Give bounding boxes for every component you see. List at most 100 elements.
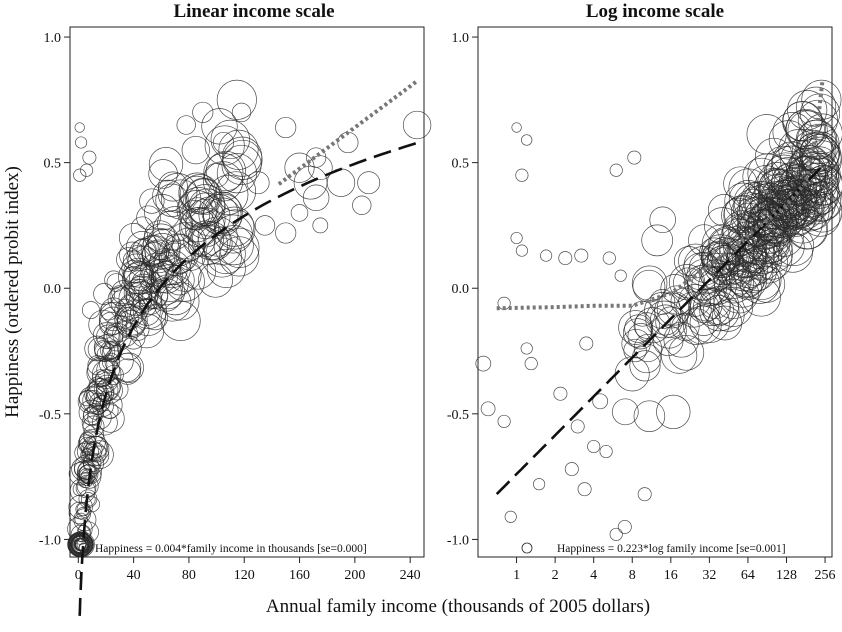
data-point xyxy=(656,291,692,326)
data-point xyxy=(782,203,823,244)
data-point xyxy=(802,165,842,206)
data-point xyxy=(132,293,157,318)
data-point xyxy=(178,172,216,210)
data-point xyxy=(699,291,740,332)
data-point xyxy=(78,489,98,509)
data-point xyxy=(609,163,623,177)
data-point xyxy=(747,243,789,284)
data-point xyxy=(80,163,94,177)
data-point xyxy=(218,129,259,170)
data-point xyxy=(198,262,233,298)
data-point xyxy=(765,196,807,237)
data-point xyxy=(733,188,774,229)
data-point xyxy=(352,195,372,215)
data-point xyxy=(524,357,538,371)
data-point xyxy=(78,390,95,407)
data-point xyxy=(110,287,141,318)
data-point xyxy=(797,99,838,140)
data-point xyxy=(633,333,662,363)
scatter-points-log xyxy=(475,79,842,541)
x-tick-label: 0 xyxy=(75,568,82,583)
y-tick-label: -1.0 xyxy=(39,533,61,548)
data-point xyxy=(86,435,109,458)
data-point xyxy=(772,112,813,153)
x-tick-label: 4 xyxy=(590,568,597,583)
data-point xyxy=(89,392,107,411)
data-point xyxy=(750,197,791,238)
x-axis-label: Annual family income (thousands of 2005 … xyxy=(266,596,650,617)
x-tick-label: 64 xyxy=(741,568,755,583)
data-point xyxy=(104,346,134,376)
y-ticks-log: -1.0 -0.5 0.0 0.5 1.0 xyxy=(447,31,478,548)
data-point xyxy=(129,264,157,292)
data-point xyxy=(125,317,150,341)
data-point xyxy=(558,251,573,266)
data-point xyxy=(179,253,217,290)
data-point xyxy=(74,122,85,133)
x-ticks-log: 1 2 4 8 16 32 64 128 256 xyxy=(513,557,836,583)
data-point xyxy=(649,206,676,234)
data-point xyxy=(617,519,632,534)
data-point xyxy=(123,257,153,288)
data-point xyxy=(633,400,666,432)
data-point xyxy=(707,226,747,266)
data-point xyxy=(151,264,189,302)
data-point xyxy=(736,249,773,286)
data-point xyxy=(69,534,90,555)
data-point xyxy=(275,116,297,139)
data-point xyxy=(786,155,827,196)
data-point xyxy=(81,301,100,320)
annotation-marker-linear xyxy=(78,542,90,554)
data-point xyxy=(88,378,113,403)
data-point xyxy=(284,152,315,183)
data-point xyxy=(660,337,698,374)
data-point xyxy=(688,224,721,257)
data-point xyxy=(553,386,568,401)
data-point xyxy=(579,336,594,351)
fit-lines-linear xyxy=(78,79,419,616)
data-point xyxy=(772,178,813,219)
data-point xyxy=(187,220,224,257)
data-point xyxy=(723,269,762,308)
y-tick-label: 1.0 xyxy=(44,31,62,46)
data-point xyxy=(77,521,99,543)
data-point xyxy=(213,214,253,254)
data-point xyxy=(497,414,511,428)
data-point xyxy=(147,228,174,255)
data-point xyxy=(197,225,233,261)
data-point xyxy=(84,496,100,513)
data-point xyxy=(136,205,161,230)
x-tick-label: 128 xyxy=(776,568,797,583)
data-point xyxy=(188,192,223,227)
data-point xyxy=(789,162,830,203)
data-point xyxy=(141,239,176,274)
annotation-log: Happiness = 0.223*log family income [se=… xyxy=(557,543,786,555)
data-point xyxy=(629,350,661,382)
data-point xyxy=(68,532,92,556)
data-point xyxy=(210,119,250,160)
fit-lines-log xyxy=(495,79,825,496)
x-ticks-linear: 0 40 80 120 160 200 240 xyxy=(75,557,421,583)
data-point xyxy=(126,231,159,264)
data-point xyxy=(176,115,196,135)
annotation-linear: Happiness = 0.004*family income in thous… xyxy=(95,543,367,555)
data-point xyxy=(475,355,492,372)
data-point xyxy=(631,265,668,302)
panel-title-linear: Linear income scale xyxy=(173,1,334,22)
y-tick-label: 0.0 xyxy=(452,282,470,297)
y-ticks-linear: -1.0 -0.5 0.0 0.5 1.0 xyxy=(39,31,70,548)
data-point xyxy=(660,274,690,303)
data-point xyxy=(757,206,798,247)
data-point xyxy=(81,492,96,507)
data-point xyxy=(129,313,165,349)
data-point xyxy=(577,482,592,497)
data-point xyxy=(689,302,730,344)
data-point xyxy=(213,225,254,266)
data-point xyxy=(802,113,842,154)
x-tick-label: 200 xyxy=(344,568,365,583)
data-point xyxy=(88,445,110,466)
data-point xyxy=(602,251,616,265)
data-point xyxy=(290,204,309,222)
x-tick-label: 32 xyxy=(702,568,716,583)
y-tick-label: -0.5 xyxy=(447,408,469,423)
